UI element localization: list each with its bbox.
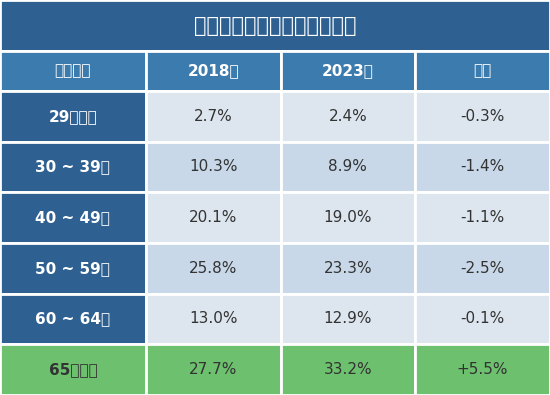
Text: 年齡級距: 年齡級距 <box>54 64 91 79</box>
Bar <box>0 192 146 243</box>
Bar <box>0 243 146 293</box>
Bar <box>0 51 146 91</box>
Text: 30 ~ 39歲: 30 ~ 39歲 <box>35 160 111 174</box>
Bar <box>0 293 146 344</box>
Text: 29歲以下: 29歲以下 <box>48 109 97 124</box>
Bar <box>415 141 550 192</box>
Bar <box>415 192 550 243</box>
Text: -1.1%: -1.1% <box>460 210 505 225</box>
Bar <box>146 192 280 243</box>
Bar <box>280 141 415 192</box>
Text: 10.3%: 10.3% <box>189 160 238 174</box>
Bar <box>0 344 146 395</box>
Text: 25.8%: 25.8% <box>189 261 237 276</box>
Bar <box>146 51 280 91</box>
Text: 地價稅納稅人各年齡級距占比: 地價稅納稅人各年齡級距占比 <box>194 16 356 36</box>
Text: 60 ~ 64歲: 60 ~ 64歲 <box>35 312 111 326</box>
Text: 19.0%: 19.0% <box>323 210 372 225</box>
Bar <box>280 293 415 344</box>
Text: 增減: 增減 <box>474 64 492 79</box>
Text: 27.7%: 27.7% <box>189 362 237 377</box>
Bar <box>415 293 550 344</box>
Text: 20.1%: 20.1% <box>189 210 237 225</box>
Bar <box>415 91 550 141</box>
Text: 40 ~ 49歲: 40 ~ 49歲 <box>35 210 111 225</box>
Text: -0.3%: -0.3% <box>460 109 505 124</box>
Bar <box>0 91 146 141</box>
Bar <box>146 91 280 141</box>
Bar <box>280 51 415 91</box>
Bar <box>415 51 550 91</box>
Bar <box>415 344 550 395</box>
Text: 2018年: 2018年 <box>188 64 239 79</box>
Bar <box>280 344 415 395</box>
Bar <box>146 293 280 344</box>
Bar <box>280 91 415 141</box>
Text: 2.4%: 2.4% <box>328 109 367 124</box>
Bar <box>146 243 280 293</box>
Text: 33.2%: 33.2% <box>323 362 372 377</box>
Text: 23.3%: 23.3% <box>323 261 372 276</box>
Bar <box>415 243 550 293</box>
Text: 13.0%: 13.0% <box>189 312 238 326</box>
Bar <box>146 344 280 395</box>
Text: -2.5%: -2.5% <box>460 261 505 276</box>
Bar <box>0 141 146 192</box>
Bar <box>280 192 415 243</box>
Text: 12.9%: 12.9% <box>323 312 372 326</box>
Text: +5.5%: +5.5% <box>457 362 508 377</box>
Text: -0.1%: -0.1% <box>460 312 505 326</box>
Text: 50 ~ 59歲: 50 ~ 59歲 <box>35 261 111 276</box>
Bar <box>0 0 550 51</box>
Text: -1.4%: -1.4% <box>460 160 505 174</box>
Text: 65歲以上: 65歲以上 <box>48 362 97 377</box>
Text: 2.7%: 2.7% <box>194 109 233 124</box>
Text: 2023年: 2023年 <box>322 64 374 79</box>
Text: 8.9%: 8.9% <box>328 160 367 174</box>
Bar <box>146 141 280 192</box>
Bar <box>280 243 415 293</box>
